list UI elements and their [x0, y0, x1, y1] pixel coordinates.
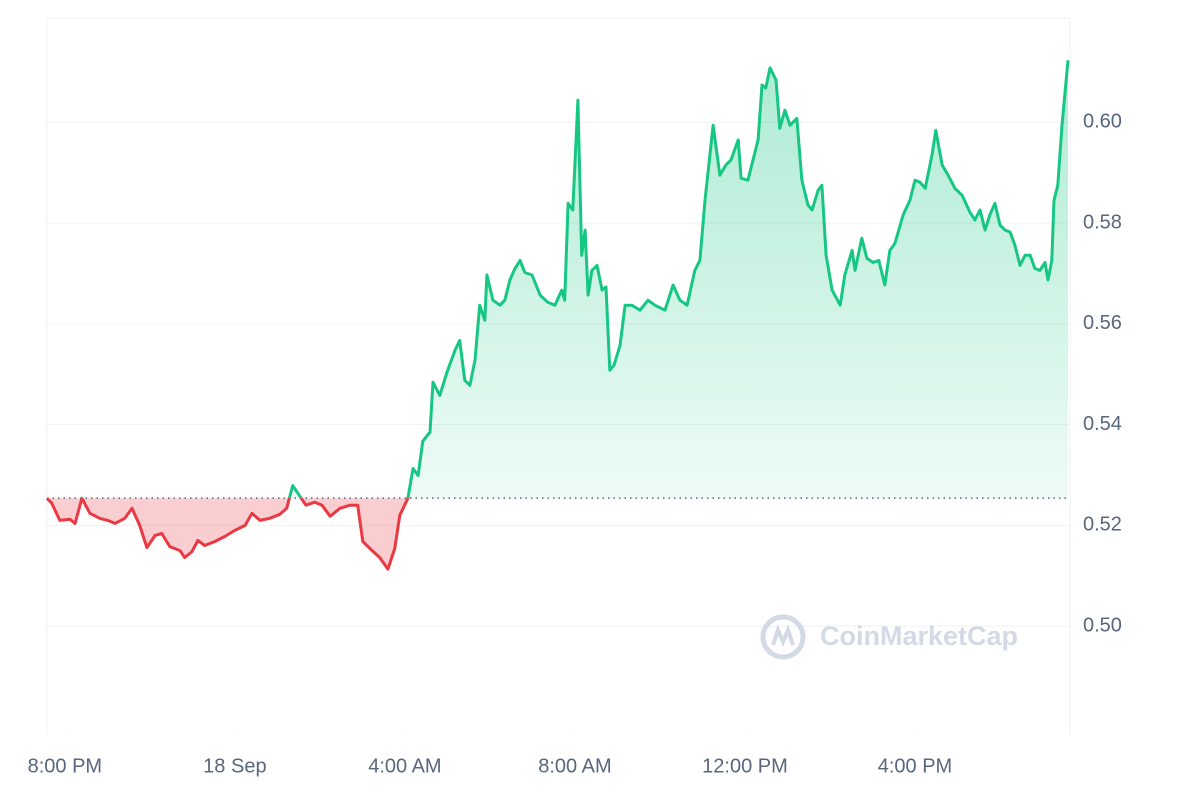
- x-tick-label: 8:00 PM: [28, 755, 102, 777]
- y-tick-label: 0.50: [1083, 614, 1122, 636]
- x-tick-label: 8:00 AM: [538, 755, 611, 777]
- watermark-logo: [760, 614, 806, 660]
- x-tick-label: 12:00 PM: [702, 755, 788, 777]
- watermark-text: CoinMarketCap: [820, 621, 1018, 651]
- x-tick-label: 18 Sep: [203, 755, 266, 777]
- price-line-up: [47, 60, 1070, 499]
- price-line-down: [45, 498, 410, 571]
- y-tick-label: 0.60: [1083, 111, 1122, 133]
- plot: [45, 60, 1070, 571]
- area-up: [47, 60, 1068, 499]
- watermark: CoinMarketCap: [760, 614, 1018, 660]
- x-tick-label: 4:00 PM: [878, 755, 952, 777]
- axes: 0.50 0.52 0.54 0.56 0.58 0.60 8:00 PM 18 Sep 4:0…: [28, 111, 1122, 778]
- y-tick-label: 0.58: [1083, 211, 1122, 233]
- y-tick-label: 0.52: [1083, 514, 1122, 536]
- y-tick-label: 0.54: [1083, 413, 1122, 435]
- y-tick-label: 0.56: [1083, 312, 1122, 334]
- x-tick-label: 4:00 AM: [368, 755, 441, 777]
- watermark-logo-mark: [771, 624, 795, 648]
